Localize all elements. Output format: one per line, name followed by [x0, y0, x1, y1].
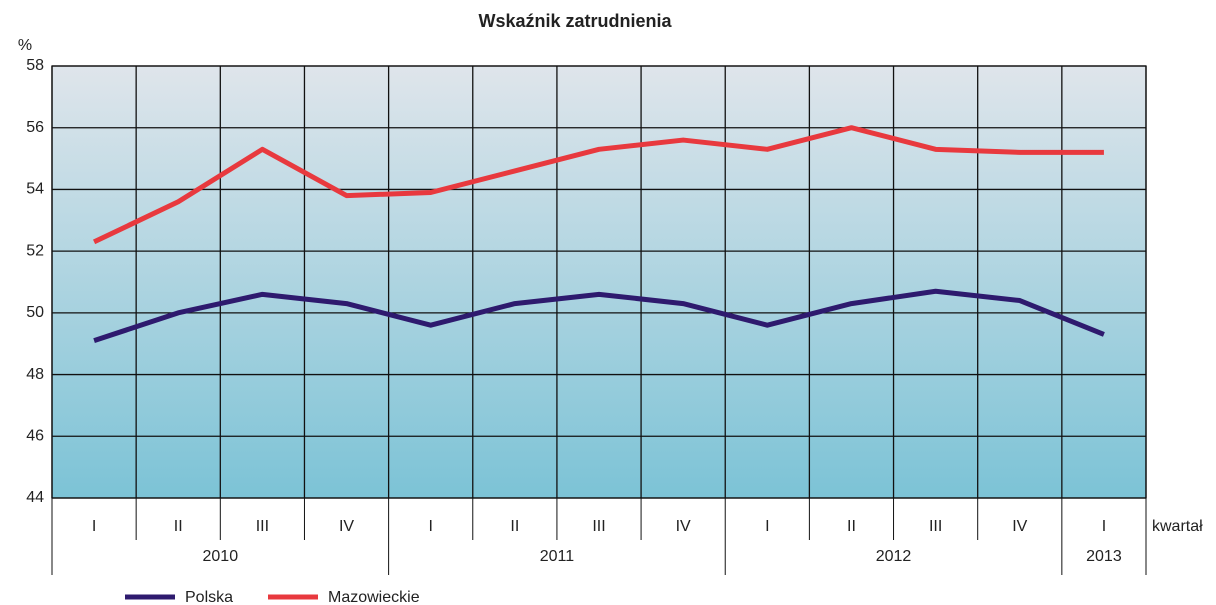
series-line: [93, 125, 1104, 245]
plot-border: [51, 65, 1147, 499]
x-tick-label: IV: [339, 518, 354, 535]
plot-background: [52, 66, 1146, 498]
year-label: 2013: [1086, 548, 1122, 565]
y-axis-label: %: [18, 37, 32, 54]
y-tick-label: 46: [26, 428, 44, 445]
y-tick-label: 56: [26, 119, 44, 136]
x-tick-label: III: [592, 518, 605, 535]
x-axis-label: kwartał: [1152, 518, 1203, 535]
x-tick-label: I: [428, 518, 432, 535]
x-tick-label: I: [92, 518, 96, 535]
year-label: 2011: [540, 548, 575, 565]
legend-label: Polska: [185, 589, 233, 605]
y-tick-label: 50: [26, 304, 44, 321]
y-tick-label: 58: [26, 57, 44, 74]
series-line: [93, 288, 1105, 344]
year-label: 2012: [876, 548, 912, 565]
x-tick-label: III: [256, 518, 269, 535]
x-tick-label: I: [1102, 518, 1106, 535]
x-tick-label: II: [510, 518, 519, 535]
y-tick-label: 54: [26, 181, 44, 198]
x-tick-label: IV: [1012, 518, 1027, 535]
year-label: 2010: [203, 548, 239, 565]
x-tick-label: II: [174, 518, 183, 535]
x-tick-label: I: [765, 518, 769, 535]
legend-label: Mazowieckie: [328, 589, 420, 605]
y-tick-label: 48: [26, 366, 44, 383]
x-tick-label: II: [847, 518, 856, 535]
x-tick-label: IV: [676, 518, 691, 535]
y-tick-label: 52: [26, 242, 44, 259]
x-tick-label: III: [929, 518, 942, 535]
chart-title: Wskaźnik zatrudnienia: [478, 11, 672, 31]
y-tick-label: 44: [26, 489, 44, 506]
